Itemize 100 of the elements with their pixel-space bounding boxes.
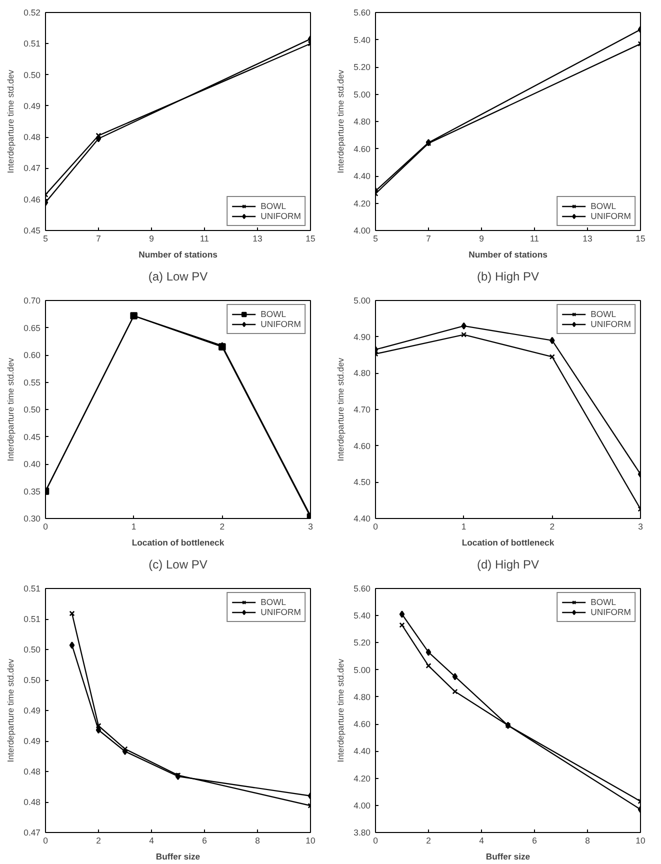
x-tick-label: 0 xyxy=(373,522,378,532)
y-tick-label: 4.50 xyxy=(354,477,371,488)
x-tick-label: 9 xyxy=(149,234,154,244)
y-tick-label: 5.60 xyxy=(354,8,371,18)
y-tick-label: 4.80 xyxy=(354,692,371,702)
x-axis-title: Number of stations xyxy=(468,250,548,260)
x-tick-label: 1 xyxy=(131,522,136,532)
y-tick-label: 4.20 xyxy=(354,198,371,208)
x-tick-label: 7 xyxy=(96,234,102,244)
text: (a) Low PV xyxy=(148,270,208,284)
x-tick-label: 6 xyxy=(202,836,208,846)
legend-label: BOWL xyxy=(590,309,616,319)
y-tick-label: 0.48 xyxy=(24,132,41,142)
y-tick-label: 0.45 xyxy=(24,226,41,236)
y-tick-label: 5.60 xyxy=(354,584,371,594)
legend-label: UNIFORM xyxy=(260,319,301,329)
y-tick-label: 0.60 xyxy=(24,350,41,360)
x-tick-label: 0 xyxy=(43,522,48,532)
x-tick-label: 10 xyxy=(636,836,646,846)
x-tick-label: 11 xyxy=(200,234,210,244)
y-axis-title: Interdeparture time std.dev xyxy=(6,69,16,174)
x-tick-label: 13 xyxy=(582,234,592,244)
x-tick-label: 1 xyxy=(461,522,466,532)
legend-label: UNIFORM xyxy=(590,211,631,221)
x-tick-label: 13 xyxy=(252,234,262,244)
legend-label: UNIFORM xyxy=(590,319,631,329)
x-axis-title: Number of stations xyxy=(138,250,218,260)
x-tick-label: 6 xyxy=(532,836,538,846)
y-tick-label: 4.60 xyxy=(354,719,371,730)
x-tick-label: 0 xyxy=(373,836,378,846)
y-tick-label: 4.40 xyxy=(354,171,371,181)
x-tick-label: 0 xyxy=(43,836,48,846)
y-tick-label: 0.50 xyxy=(24,70,41,80)
x-tick-label: 15 xyxy=(306,234,316,244)
text: (d) High PV xyxy=(476,558,540,572)
x-tick-label: 3 xyxy=(638,522,644,532)
y-tick-label: 3.80 xyxy=(354,828,371,838)
y-tick-label: 0.48 xyxy=(24,797,41,807)
y-tick-label: 0.50 xyxy=(24,404,41,414)
y-tick-label: 5.00 xyxy=(354,296,371,306)
y-tick-label: 4.40 xyxy=(354,514,371,524)
y-tick-label: 0.50 xyxy=(24,675,41,685)
x-axis-title: Location of bottleneck xyxy=(132,538,224,548)
text: (b) High PV xyxy=(476,270,540,284)
y-tick-label: 0.35 xyxy=(24,486,41,496)
y-tick-label: 0.46 xyxy=(24,194,41,204)
y-axis-title: Interdeparture time std.dev xyxy=(336,658,346,762)
x-tick-label: 2 xyxy=(220,522,225,532)
y-tick-label: 4.60 xyxy=(354,440,371,451)
y-axis-title: Interdeparture time std.dev xyxy=(6,658,16,762)
text: (c) Low PV xyxy=(148,558,208,572)
y-tick-label: 0.51 xyxy=(24,584,41,594)
y-tick-label: 5.20 xyxy=(354,638,371,648)
y-tick-label: 0.55 xyxy=(24,377,41,388)
y-tick-label: 4.70 xyxy=(354,404,371,414)
x-tick-label: 2 xyxy=(550,522,555,532)
legend-label: BOWL xyxy=(260,201,286,211)
y-tick-label: 4.90 xyxy=(354,332,371,342)
y-tick-label: 0.40 xyxy=(24,459,41,469)
y-tick-label: 4.00 xyxy=(354,226,371,236)
y-tick-label: 0.49 xyxy=(24,100,41,111)
legend-label: UNIFORM xyxy=(590,607,631,617)
y-tick-label: 5.00 xyxy=(354,89,371,100)
legend-label: BOWL xyxy=(590,597,616,607)
y-axis-title: Interdeparture time std.dev xyxy=(336,357,346,462)
x-tick-label: 15 xyxy=(636,234,646,244)
y-tick-label: 0.30 xyxy=(24,514,41,524)
y-tick-label: 0.45 xyxy=(24,432,41,442)
y-tick-label: 0.49 xyxy=(24,736,41,746)
x-tick-label: 11 xyxy=(530,234,540,244)
y-tick-label: 5.00 xyxy=(354,664,371,675)
x-axis-title: Location of bottleneck xyxy=(462,538,554,548)
y-tick-label: 0.65 xyxy=(24,322,41,333)
y-tick-label: 4.80 xyxy=(354,116,371,126)
x-tick-label: 9 xyxy=(479,234,484,244)
y-tick-label: 4.40 xyxy=(354,746,371,756)
y-tick-label: 0.52 xyxy=(24,8,41,18)
y-tick-label: 4.00 xyxy=(354,800,371,810)
x-tick-label: 8 xyxy=(585,836,590,846)
x-axis-title: Buffer size xyxy=(156,852,200,862)
x-tick-label: 7 xyxy=(426,234,432,244)
y-tick-label: 0.51 xyxy=(24,614,41,624)
y-tick-label: 0.48 xyxy=(24,766,41,776)
y-tick-label: 0.47 xyxy=(24,163,41,174)
y-tick-label: 5.20 xyxy=(354,62,371,72)
y-tick-label: 5.40 xyxy=(354,610,371,621)
x-axis-title: Buffer size xyxy=(486,852,530,862)
legend-label: UNIFORM xyxy=(260,607,301,617)
y-tick-label: 5.40 xyxy=(354,34,371,45)
y-tick-label: 4.80 xyxy=(354,368,371,378)
x-tick-label: 4 xyxy=(479,836,484,846)
x-tick-label: 5 xyxy=(373,234,378,244)
x-tick-label: 2 xyxy=(96,836,102,846)
y-axis-title: Interdeparture time std.dev xyxy=(336,69,346,174)
legend-label: UNIFORM xyxy=(260,211,301,221)
y-tick-label: 0.49 xyxy=(24,706,41,716)
y-tick-label: 0.47 xyxy=(24,828,41,838)
x-tick-label: 5 xyxy=(43,234,48,244)
legend-label: BOWL xyxy=(590,201,616,211)
y-tick-label: 4.20 xyxy=(354,773,371,784)
